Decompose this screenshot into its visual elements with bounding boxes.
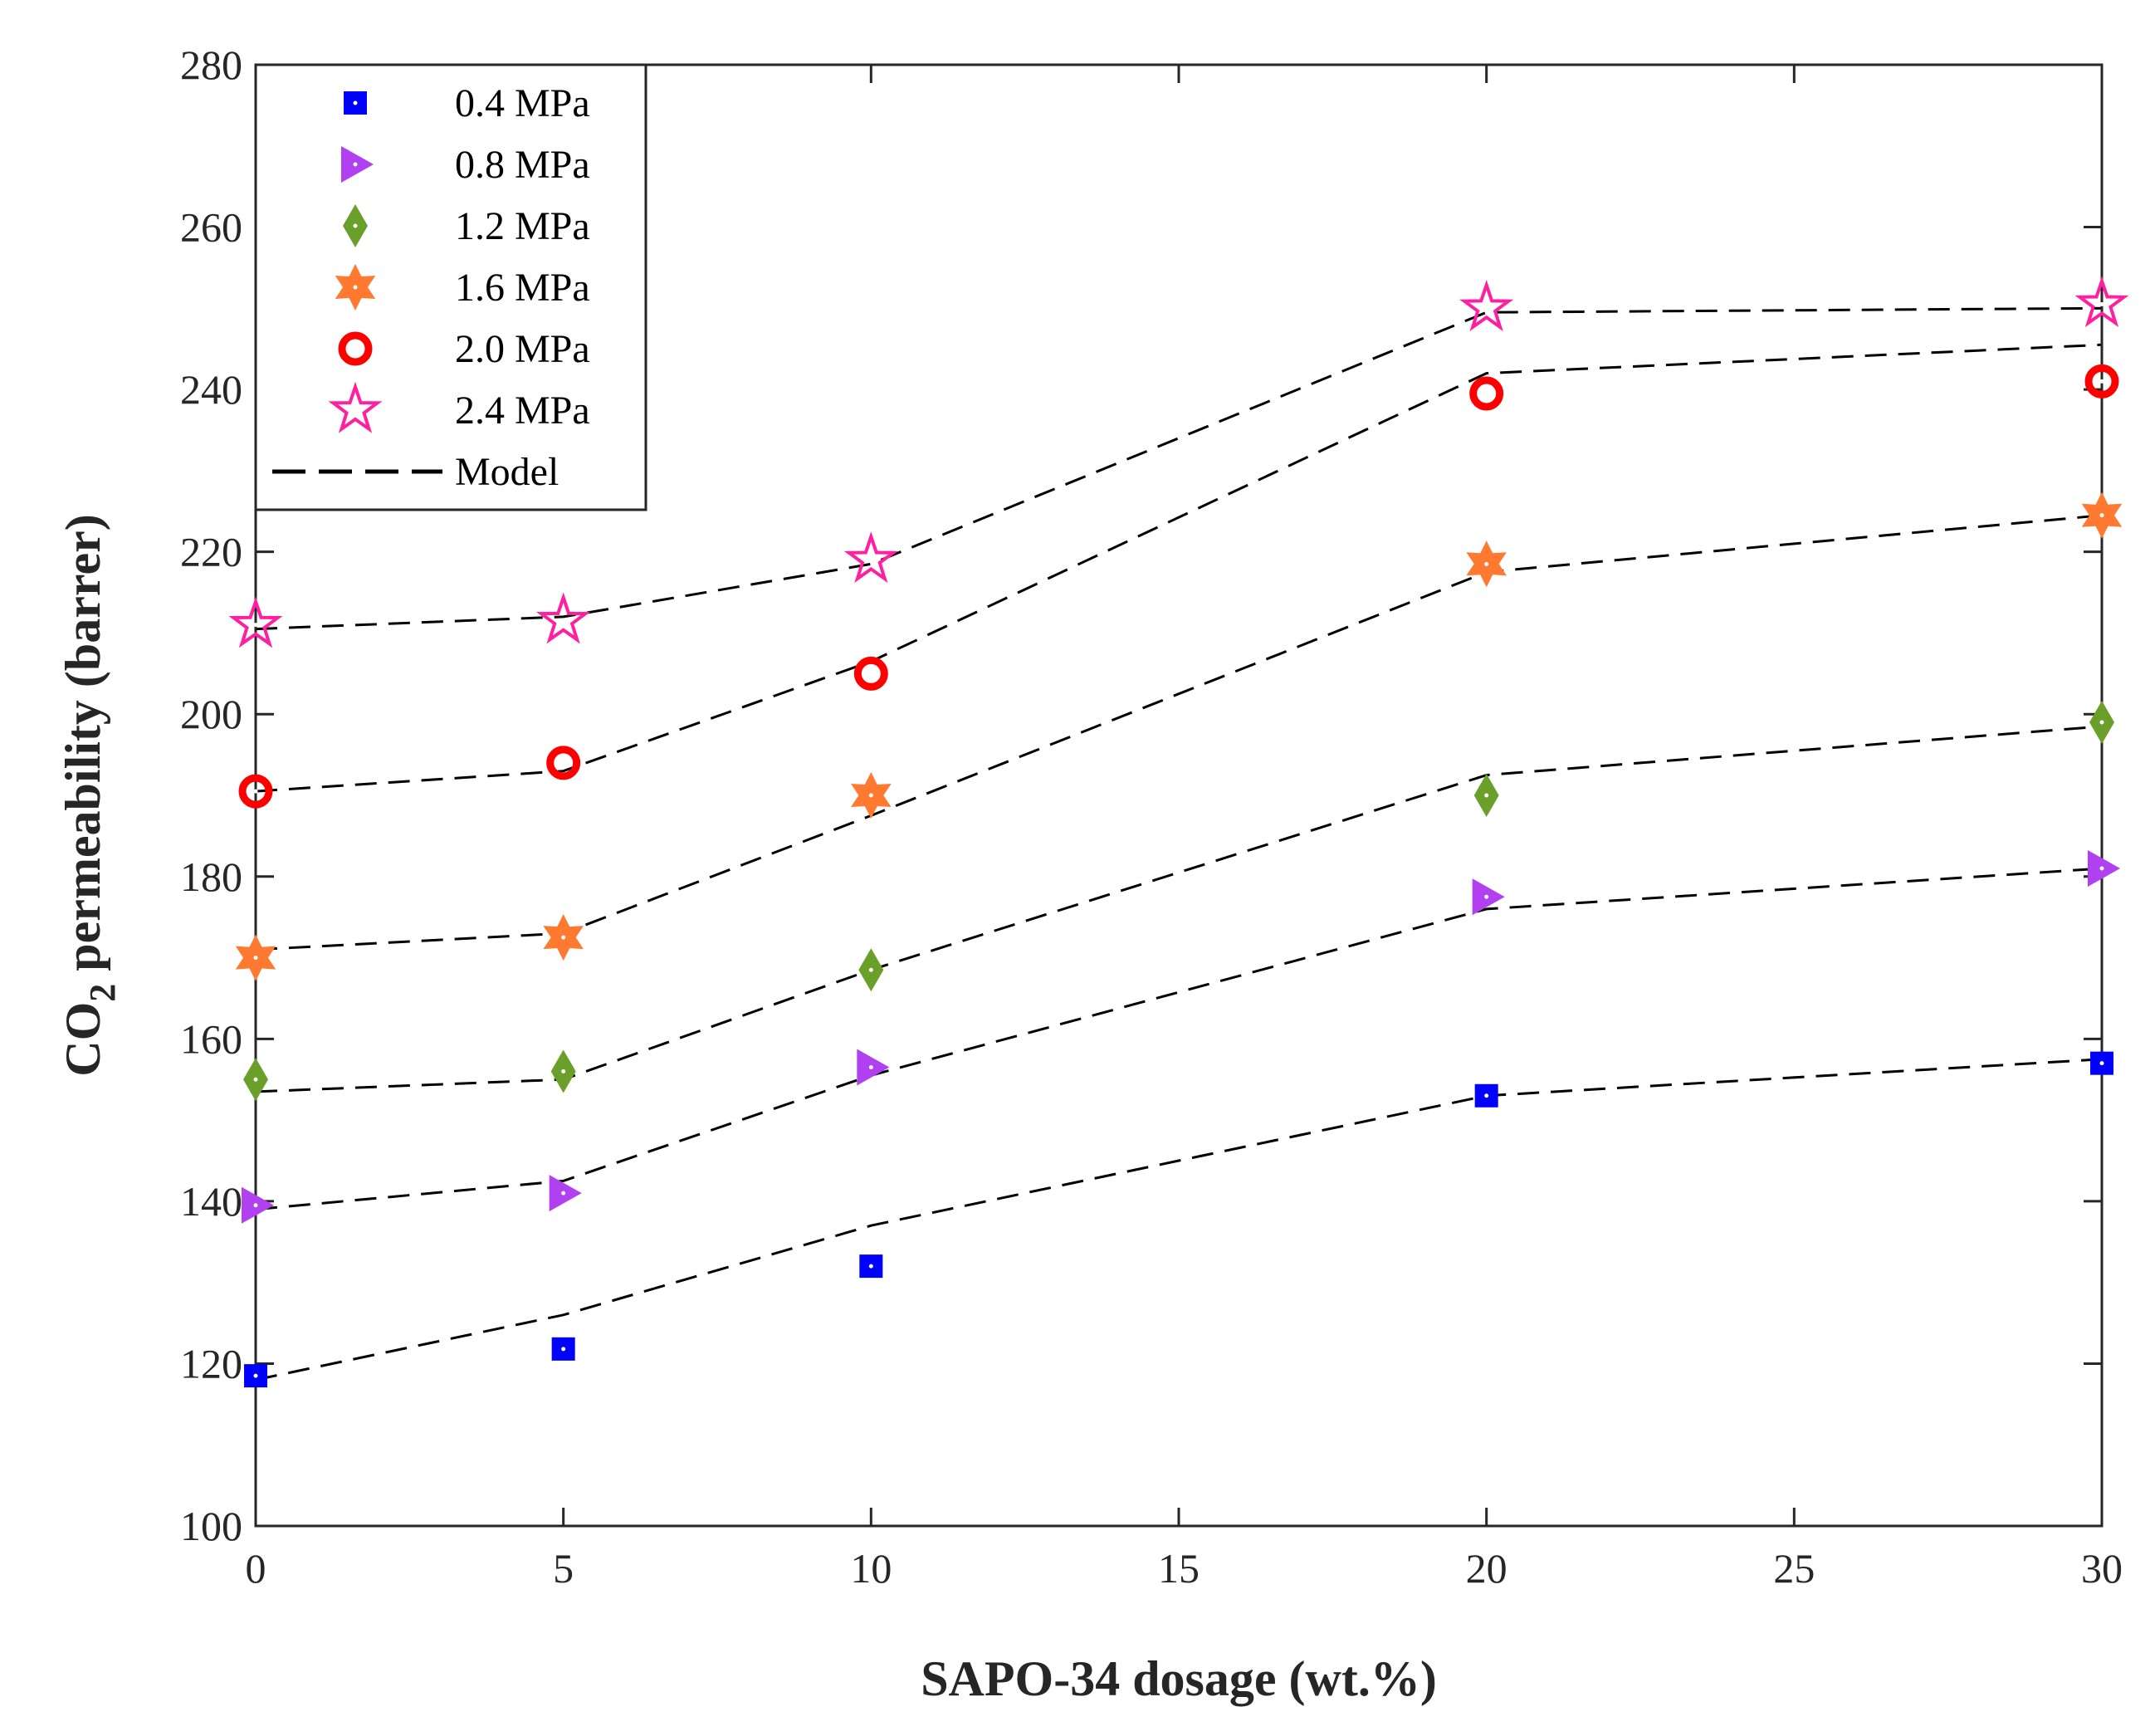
legend-marker-center: [353, 223, 358, 228]
legend-marker-center: [353, 346, 358, 351]
data-point-center: [1484, 793, 1489, 798]
data-point: [2074, 276, 2129, 328]
y-tick-label: 220: [180, 529, 242, 575]
data-point-center: [253, 1077, 258, 1082]
x-tick-label: 5: [553, 1545, 574, 1592]
y-tick-label: 200: [180, 691, 242, 737]
data-point-center: [561, 760, 566, 765]
model-line-12: [255, 725, 2103, 1093]
data-point-center: [253, 789, 258, 794]
legend-marker-center: [353, 285, 358, 290]
y-tick-label: 140: [180, 1178, 242, 1225]
data-point-center: [2099, 720, 2104, 725]
legend-model-label: Model: [455, 450, 559, 494]
data-point-center: [1484, 1093, 1489, 1098]
series-08: [242, 850, 2120, 1224]
data-point-center: [2099, 301, 2104, 306]
series-20: [238, 364, 2119, 809]
legend-label: 0.8 MPa: [455, 143, 590, 187]
legend-marker-center: [353, 408, 358, 413]
data-point-center: [2099, 379, 2104, 384]
legend-marker: [328, 381, 383, 433]
data-point-center: [1484, 894, 1489, 899]
data-point-center: [868, 671, 873, 676]
data-point-center: [561, 1068, 566, 1073]
legend-label: 1.6 MPa: [455, 266, 590, 310]
legend-marker-center: [353, 100, 358, 105]
data-point-center: [253, 956, 258, 961]
y-tick-label: 160: [180, 1015, 242, 1062]
data-markers: [228, 276, 2129, 1388]
data-point: [2084, 364, 2119, 399]
legend: 0.4 MPa 0.8 MPa 1.2 MPa 1.6 MPa 2.0 MPa 2.4 M…: [254, 63, 647, 511]
data-point-center: [253, 1373, 258, 1378]
y-tick-label: 120: [180, 1340, 242, 1386]
y-tick-label: 240: [180, 366, 242, 413]
y-tick-label: 260: [180, 204, 242, 251]
data-point: [1459, 280, 1514, 332]
y-axis-title: CO2 permeability (barrer): [56, 514, 123, 1076]
data-point-center: [561, 1191, 566, 1196]
model-line-04: [255, 1058, 2103, 1381]
series-16: [235, 491, 2123, 981]
x-tick-label: 30: [2081, 1545, 2123, 1592]
y-tick-label: 180: [180, 853, 242, 900]
data-point-center: [2099, 1061, 2104, 1066]
data-point-center: [868, 1065, 873, 1070]
legend-label: 0.4 MPa: [455, 81, 590, 125]
x-tick-label: 20: [1466, 1545, 1507, 1592]
y-tick-label: 280: [180, 42, 242, 88]
series-04: [244, 1051, 2113, 1388]
data-point-center: [868, 793, 873, 798]
data-point: [228, 596, 283, 648]
x-tick-label: 0: [246, 1545, 266, 1592]
data-point-center: [868, 557, 873, 562]
y-axis-title-rest: permeability (barrer): [56, 514, 110, 983]
y-axis-title-subscript: 2: [82, 984, 123, 1002]
legend-label: 1.2 MPa: [455, 204, 590, 248]
series-12: [243, 701, 2114, 1102]
series-24: [228, 276, 2129, 648]
data-point-center: [2099, 513, 2104, 518]
legend-box: [254, 63, 647, 511]
data-point: [238, 774, 273, 809]
model-line-16: [255, 514, 2103, 951]
data-point-center: [253, 1203, 258, 1208]
legend-marker: [338, 331, 373, 366]
legend-label: 2.0 MPa: [455, 327, 590, 371]
y-axis-title-main: CO: [56, 1002, 110, 1077]
y-tick-label: 100: [180, 1503, 242, 1549]
data-point: [1469, 376, 1504, 411]
data-point-center: [561, 619, 566, 623]
axis-labels: SAPO-34 dosage (wt.%) CO2 permeability (…: [56, 514, 1437, 1706]
data-point-center: [868, 1264, 873, 1269]
x-tick-label: 15: [1158, 1545, 1200, 1592]
x-tick-label: 25: [1773, 1545, 1815, 1592]
data-point: [536, 592, 591, 644]
data-point-center: [1484, 306, 1489, 311]
model-line-08: [255, 867, 2103, 1211]
legend-marker-center: [353, 162, 358, 167]
model-line-24: [255, 306, 2103, 631]
data-point-center: [2099, 866, 2104, 871]
data-point-center: [253, 623, 258, 628]
data-point-center: [561, 1347, 566, 1352]
data-point-center: [1484, 391, 1489, 396]
legend-label: 2.4 MPa: [455, 389, 590, 433]
data-point-center: [561, 935, 566, 940]
data-point: [546, 746, 581, 780]
data-point: [853, 656, 888, 691]
axes: 0 5 10 15 20 25 30 100 120 140 160 180 200 220 240 260 2…: [180, 42, 2123, 1592]
data-point-center: [1484, 561, 1489, 566]
data-point: [843, 531, 898, 584]
data-point-center: [868, 967, 873, 972]
x-axis-title: SAPO-34 dosage (wt.%): [921, 1651, 1437, 1706]
x-tick-label: 10: [850, 1545, 892, 1592]
